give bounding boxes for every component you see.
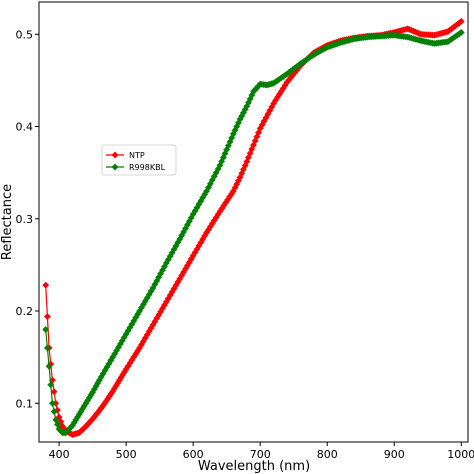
y-tick-label: 0.3 [16,213,34,226]
y-tick-label: 0.4 [16,121,34,134]
data-point [43,344,51,352]
legend-label: R998KBL [129,163,166,172]
x-tick-label: 800 [317,448,338,461]
data-point [42,281,50,289]
x-tick-label: 600 [183,448,204,461]
x-axis-ticks: 400 500 600 700 800 900 1000 [49,442,474,461]
plot-frame [38,1,469,443]
x-tick-label: 900 [384,448,405,461]
data-point [45,362,53,370]
y-tick-label: 0.2 [16,305,34,318]
legend-marker [111,163,119,171]
data-point [243,158,251,166]
y-tick-label: 0.5 [16,28,34,41]
data-point [50,408,58,416]
x-tick-label: 1000 [447,448,474,461]
y-tick-label: 0.1 [16,397,34,410]
legend: NTP R998KBL [101,144,177,176]
x-axis-label: Wavelength (nm) [198,459,310,474]
y-axis-label: Reflectance [0,184,15,260]
data-point [48,399,56,407]
y-axis-ticks: 0.1 0.2 0.3 0.4 0.5 [16,28,39,410]
legend-marker [111,151,119,159]
x-tick-label: 400 [49,448,70,461]
data-point [457,28,465,36]
data-point [50,388,58,396]
series-r998kbl [42,28,465,437]
plot-area: 400 500 600 700 800 900 1000 0.1 0.2 0.3 0.4 0.5 [16,1,474,461]
legend-entries: NTP R998KBL [106,151,166,172]
x-tick-label: 500 [116,448,137,461]
legend-label: NTP [129,151,145,160]
series-line [45,20,462,436]
data-point [255,129,263,137]
data-point [43,313,51,321]
data-point [253,133,261,141]
data-point [457,17,465,25]
series-ntp [42,17,465,439]
series-layer [42,17,465,439]
data-point [42,325,50,333]
x-tick-label: 700 [250,448,271,461]
data-point [47,381,55,389]
